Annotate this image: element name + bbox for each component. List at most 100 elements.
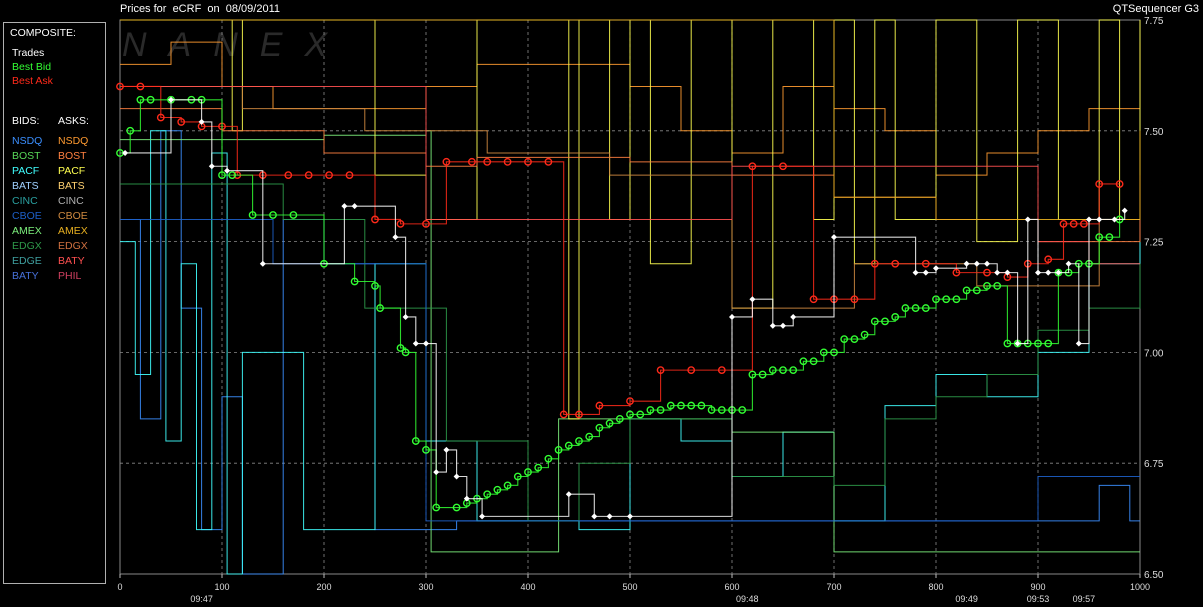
point-best-bid [921, 304, 930, 312]
legend-bid-edgx[interactable]: EDGX [12, 240, 42, 252]
point-trades [341, 203, 348, 210]
point-best-bid [830, 348, 838, 357]
point-best-bid [626, 410, 634, 419]
point-best-ask [779, 162, 787, 171]
legend-bid-edge[interactable]: EDGE [12, 255, 42, 267]
legend-bid-amex[interactable]: AMEX [12, 225, 42, 237]
point-best-ask [870, 259, 879, 268]
point-best-bid [891, 313, 900, 321]
point-best-ask [345, 171, 354, 180]
point-best-ask [1069, 219, 1078, 228]
legend-bids-header: BIDS: [12, 115, 40, 127]
point-trades [208, 163, 215, 170]
legend-ask-bost[interactable]: BOST [58, 150, 87, 162]
point-best-ask [952, 268, 961, 277]
point-best-ask [1080, 219, 1088, 228]
point-trades [453, 473, 460, 480]
point-trades [606, 513, 613, 520]
point-best-ask [717, 366, 726, 375]
legend-item-best-bid[interactable]: Best Bid [12, 61, 52, 73]
point-best-ask [748, 162, 757, 171]
point-best-bid [779, 366, 787, 375]
legend-ask-edgx[interactable]: EDGX [58, 240, 88, 252]
point-trades [729, 313, 735, 320]
point-best-bid [819, 348, 828, 357]
point-best-bid [646, 406, 655, 414]
watermark: NANEX [122, 26, 349, 64]
y-tick-label: 7.75 [1144, 16, 1164, 27]
point-best-bid [564, 441, 573, 450]
point-best-bid [1003, 339, 1012, 348]
point-trades [749, 296, 756, 303]
point-best-bid [962, 286, 971, 295]
point-trades [912, 269, 919, 276]
point-best-bid [687, 401, 696, 410]
legend-ask-pacf[interactable]: PACF [58, 165, 86, 177]
point-best-ask [575, 410, 583, 419]
point-best-bid [881, 317, 889, 326]
legend-bid-nsdq[interactable]: NSDQ [12, 135, 43, 147]
legend-ask-nsdq[interactable]: NSDQ [58, 135, 89, 147]
point-best-bid [942, 295, 951, 304]
legend-bid-cinc[interactable]: CINC [12, 195, 38, 207]
y-tick-label: 6.75 [1144, 459, 1164, 470]
point-best-ask [396, 219, 405, 228]
point-best-bid [677, 401, 685, 410]
point-best-ask [503, 157, 512, 166]
point-best-bid [371, 282, 379, 290]
point-best-bid [789, 366, 798, 375]
point-trades [1121, 207, 1128, 214]
legend-bid-bats[interactable]: BATS [12, 180, 39, 192]
legend-panel: COMPOSITE: Trades Best Bid Best Ask BIDS… [3, 22, 106, 584]
legend-ask-phil[interactable]: PHIL [58, 270, 82, 282]
x-tick-label: 600 [724, 582, 739, 592]
point-best-bid [289, 211, 298, 219]
legend-bid-baty[interactable]: BATY [12, 270, 39, 282]
point-best-bid [809, 357, 818, 366]
point-best-bid [483, 490, 492, 499]
legend-ask-bats[interactable]: BATS [58, 180, 85, 192]
point-best-ask [544, 157, 553, 166]
point-trades [402, 313, 409, 320]
point-trades [780, 322, 786, 329]
point-best-bid [901, 304, 910, 312]
point-best-bid [717, 406, 726, 414]
point-trades [479, 513, 486, 520]
point-trades [831, 234, 837, 241]
point-best-ask [304, 171, 313, 180]
point-best-bid [932, 295, 940, 304]
point-trades [963, 260, 970, 267]
point-trades [443, 446, 450, 453]
y-tick-label: 6.50 [1144, 570, 1164, 581]
point-trades [1024, 216, 1031, 223]
y-tick-label: 7.50 [1144, 127, 1164, 138]
point-best-bid [350, 277, 359, 286]
title-bar: Prices for eCRF on 08/09/2011 QTSequence… [0, 0, 1203, 20]
point-best-ask [559, 410, 568, 419]
legend-item-best-ask[interactable]: Best Ask [12, 75, 53, 87]
point-best-ask [325, 171, 333, 180]
legend-bid-pacf[interactable]: PACF [12, 165, 40, 177]
point-best-bid [1034, 339, 1042, 348]
point-trades [463, 495, 470, 502]
point-best-bid [850, 335, 859, 344]
point-trades [1004, 269, 1011, 276]
point-trades [1065, 260, 1072, 267]
legend-ask-cboe[interactable]: CBOE [58, 210, 88, 222]
legend-ask-cinc[interactable]: CINC [58, 195, 84, 207]
legend-bid-bost[interactable]: BOST [12, 150, 41, 162]
point-best-bid [972, 286, 981, 295]
legend-item-trades[interactable]: Trades [12, 47, 45, 59]
point-trades [1086, 216, 1092, 223]
point-best-ask [156, 113, 165, 122]
point-best-ask [371, 215, 379, 224]
point-best-ask [983, 268, 991, 277]
point-best-bid [738, 406, 747, 414]
point-best-bid [376, 304, 384, 312]
y-tick-label: 7.25 [1144, 238, 1164, 249]
legend-ask-baty[interactable]: BATY [58, 255, 85, 267]
legend-bid-cboe[interactable]: CBOE [12, 210, 42, 222]
point-trades [198, 118, 205, 125]
legend-ask-amex[interactable]: AMEX [58, 225, 88, 237]
